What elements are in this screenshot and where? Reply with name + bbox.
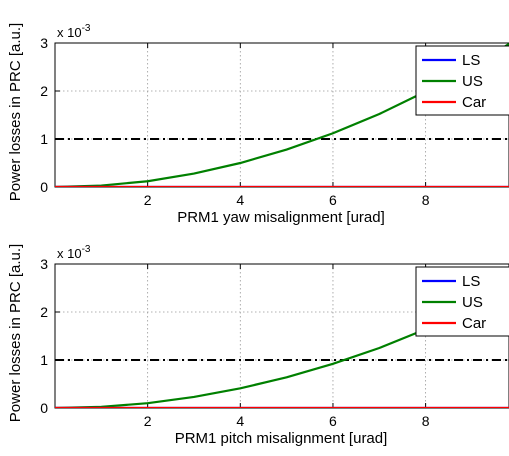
chart-pitch: 2 4 6 8 0 1 2 3 x 10-3 LS US Car PRM1 pitch misalign… <box>7 244 509 447</box>
y-tick-label: 3 <box>40 35 48 51</box>
y-multiplier: x 10-3 <box>57 23 91 40</box>
x-tick-label: 4 <box>236 413 244 429</box>
y-tick-label: 0 <box>40 400 48 416</box>
y-multiplier-exponent: -3 <box>82 244 91 255</box>
x-tick-label: 6 <box>329 192 337 208</box>
legend-label-car: Car <box>462 94 486 111</box>
x-tick-label: 8 <box>422 413 430 429</box>
legend-label-ls: LS <box>462 273 480 290</box>
y-multiplier: x 10-3 <box>57 244 91 261</box>
y-axis-label: Power losses in PRC [a.u.] <box>7 244 24 422</box>
x-tick-label: 2 <box>144 192 152 208</box>
y-tick-label: 0 <box>40 179 48 195</box>
y-tick-label: 3 <box>40 256 48 272</box>
x-tick-label: 6 <box>329 413 337 429</box>
legend-label-ls: LS <box>462 52 480 69</box>
x-axis-label: PRM1 yaw misalignment [urad] <box>177 209 385 226</box>
y-tick-label: 2 <box>40 304 48 320</box>
legend-label-car: Car <box>462 315 486 332</box>
y-multiplier-base: x 10 <box>57 246 82 261</box>
x-tick-label: 8 <box>422 192 430 208</box>
y-tick-label: 1 <box>40 131 48 147</box>
legend-label-us: US <box>462 294 483 311</box>
y-tick-label: 1 <box>40 352 48 368</box>
y-multiplier-exponent: -3 <box>82 23 91 34</box>
legend-label-us: US <box>462 73 483 90</box>
y-axis-label: Power losses in PRC [a.u.] <box>7 23 24 201</box>
y-tick-label: 2 <box>40 83 48 99</box>
x-axis-label: PRM1 pitch misalignment [urad] <box>175 430 388 447</box>
x-tick-label: 4 <box>236 192 244 208</box>
y-multiplier-base: x 10 <box>57 25 82 40</box>
chart-yaw: 2 4 6 8 0 1 2 3 x 10-3 LS US Car PRM1 yaw misalignme… <box>7 23 509 226</box>
x-tick-label: 2 <box>144 413 152 429</box>
